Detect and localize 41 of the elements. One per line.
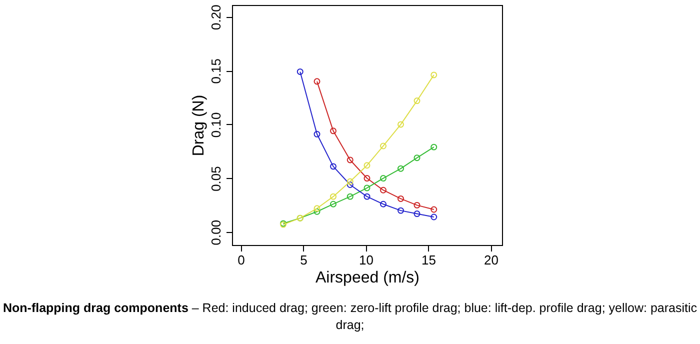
point: [414, 98, 420, 104]
x-tick-label: 0: [238, 252, 245, 268]
x-axis-title: Airspeed (m/s): [315, 270, 420, 286]
text: Non-flapping drag components: [2, 301, 188, 315]
y-tick-label: 0.10: [208, 112, 224, 138]
point: [346, 193, 354, 200]
point: [398, 195, 404, 202]
point: [314, 130, 320, 138]
point: [364, 162, 370, 169]
y-tick-label: 0.05: [208, 166, 224, 192]
point: [330, 128, 336, 134]
point: [364, 175, 370, 182]
y-tick-label: 0.15: [208, 58, 224, 84]
x-tick-label: 10: [359, 252, 374, 268]
point: [380, 186, 386, 194]
point: [346, 181, 354, 188]
point: [414, 210, 420, 218]
x-tick-label: 20: [484, 252, 498, 268]
point: [364, 184, 370, 192]
point: [398, 207, 404, 214]
point: [314, 205, 320, 212]
point: [314, 208, 320, 215]
point: [330, 200, 336, 208]
point: [380, 142, 386, 150]
y-tick-label: 0.00: [208, 220, 224, 246]
point: [330, 193, 336, 200]
point: [364, 193, 370, 200]
point: [380, 175, 386, 182]
text: – Red: induced drag; green: zero-lift profile drag; blue: lift-dep. profile drag; yellow: parasitic drag;: [190, 301, 698, 332]
point: [398, 121, 404, 128]
point: [346, 178, 354, 185]
point: [414, 154, 420, 162]
y-tick-label: 0.20: [208, 4, 224, 30]
point: [380, 200, 386, 208]
point: [414, 202, 420, 208]
point: [398, 165, 404, 172]
x-tick-label: 15: [422, 252, 436, 268]
y-axis-title: Drag (N): [190, 94, 208, 156]
point: [330, 163, 336, 170]
x-tick-label: 5: [300, 252, 308, 268]
point: [346, 156, 354, 164]
